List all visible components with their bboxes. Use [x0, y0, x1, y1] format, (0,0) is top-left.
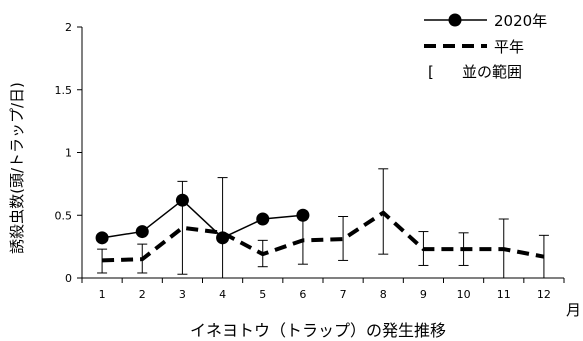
x-tick-label: 7 [340, 288, 347, 301]
series-2020-point [135, 225, 149, 239]
x-tick-label: 3 [179, 288, 186, 301]
legend: 2020年 平年 [ 並の範囲 [424, 12, 547, 81]
x-tick-label: 1 [99, 288, 106, 301]
series-heinen [102, 210, 545, 263]
legend-range-bracket-icon: [ [428, 63, 434, 81]
x-tick-label: 9 [420, 288, 427, 301]
series-2020-point [256, 212, 270, 226]
legend-2020-marker-icon [448, 13, 462, 27]
y-tick-label: 0 [65, 272, 72, 285]
y-tick-label: 0.5 [55, 209, 73, 222]
series-2020-point [296, 208, 310, 222]
series-2020 [95, 193, 310, 245]
axes: 00.511.521 2 3 4 5 6 7 8 9 10 11 12 [55, 21, 565, 301]
x-tick-label: 8 [380, 288, 387, 301]
x-tick-label: 12 [537, 288, 551, 301]
y-axis-label: 誘殺虫数(頭/トラップ/日) [8, 82, 26, 254]
x-tick-label: 11 [497, 288, 511, 301]
series-2020-point [216, 231, 230, 245]
x-tick-label: 4 [219, 288, 226, 301]
legend-range-label: 並の範囲 [462, 63, 522, 81]
series-2020-point [95, 231, 109, 245]
y-tick-label: 2 [65, 21, 72, 34]
x-tick-label: 10 [457, 288, 471, 301]
x-tick-label: 2 [139, 288, 146, 301]
x-axis-unit-label: 月 [566, 301, 581, 319]
chart-title: イネヨトウ（トラップ）の発生推移 [190, 321, 446, 340]
range-error-bars [97, 168, 549, 279]
series-2020-line [101, 199, 303, 239]
series-heinen-line [102, 210, 545, 263]
y-tick-label: 1.5 [55, 84, 73, 97]
legend-heinen-label: 平年 [494, 38, 524, 56]
y-tick-label: 1 [65, 147, 72, 160]
x-tick-label: 5 [259, 288, 266, 301]
series-2020-point [175, 193, 189, 207]
x-tick-label: 6 [299, 288, 306, 301]
legend-2020-label: 2020年 [494, 12, 547, 30]
